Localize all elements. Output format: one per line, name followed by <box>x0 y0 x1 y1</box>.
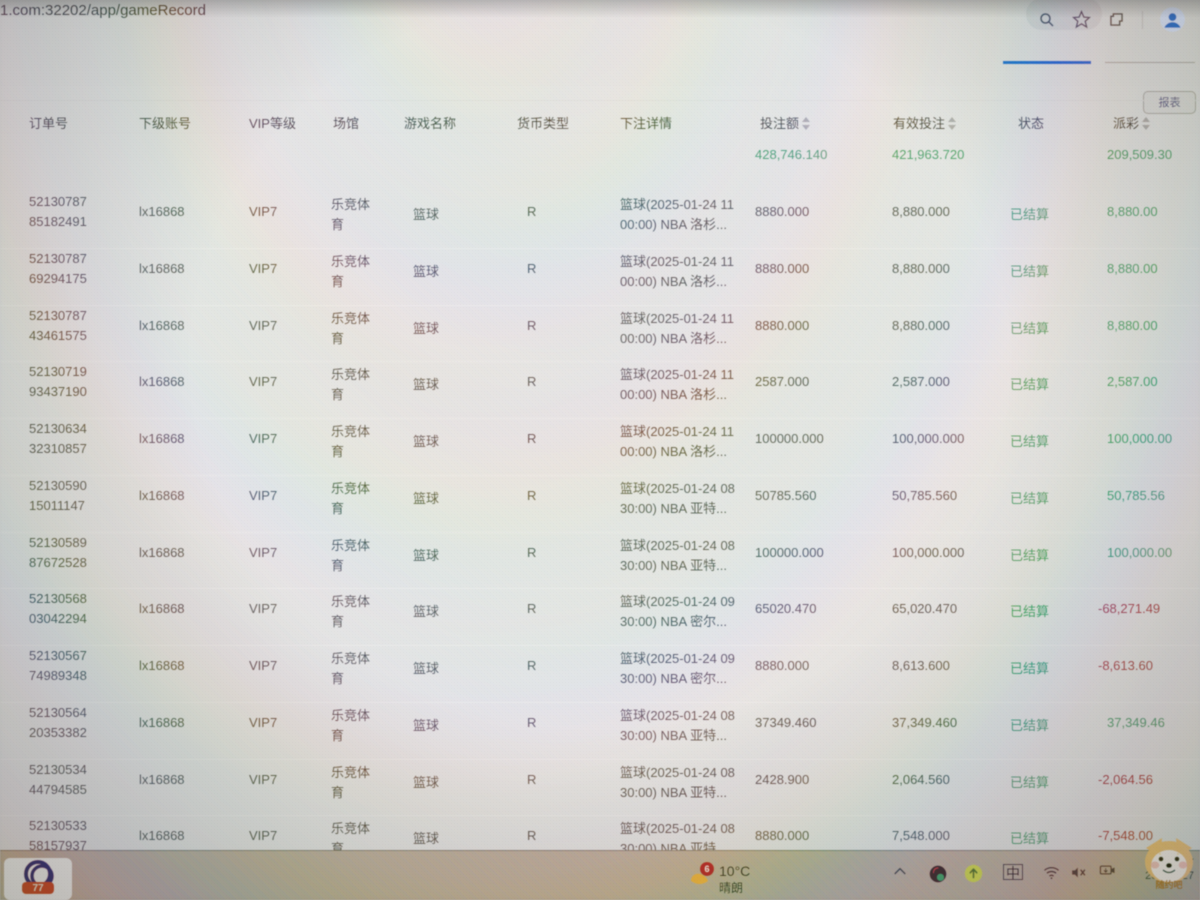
svg-text:随约吧: 随约吧 <box>1155 879 1182 890</box>
svg-text:77: 77 <box>32 883 44 894</box>
svg-text:6: 6 <box>704 864 709 874</box>
